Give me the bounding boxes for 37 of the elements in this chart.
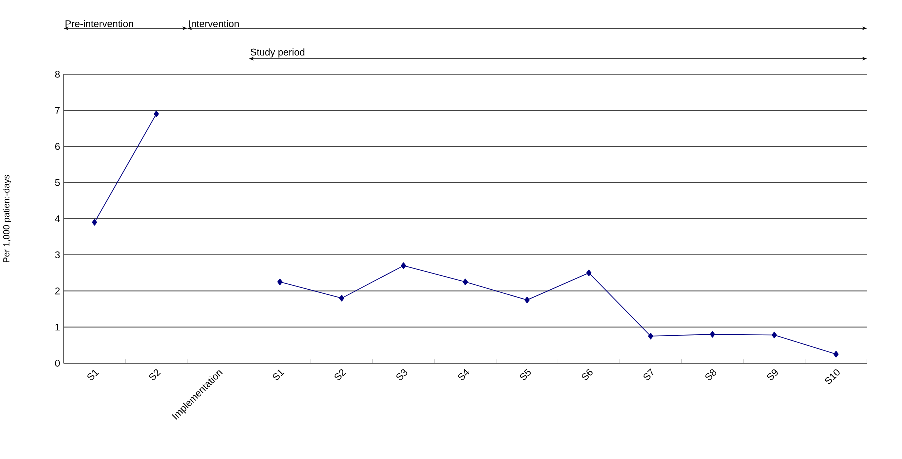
point: [710, 331, 716, 338]
point: [462, 278, 468, 286]
y-tick-label: 3: [55, 251, 60, 258]
text: Study period: [250, 48, 305, 58]
point: [92, 219, 98, 226]
x-tick-label: S2: [334, 369, 346, 380]
text: Intervention: [190, 20, 239, 28]
x-tick-label: S8: [706, 369, 717, 380]
y-tick-label: 6: [55, 143, 60, 150]
y-tick-label: 1: [56, 324, 60, 330]
y-tick-label: 2: [55, 288, 60, 294]
point: [339, 294, 345, 302]
x-tick-label: S6: [582, 369, 593, 380]
y-tick-label: 5: [55, 179, 60, 186]
y-tick-label: 7: [56, 106, 60, 114]
y-tick-label: 8: [55, 70, 60, 78]
y-axis-title: Per 1,000 patien:-days: [3, 174, 12, 262]
x-tick-label: S1: [88, 370, 100, 380]
x-tick-label: S1: [273, 370, 285, 380]
point: [401, 262, 406, 270]
x-tick-label: S7: [644, 368, 654, 380]
point: [772, 332, 778, 338]
y-tick-label: 0: [55, 360, 60, 367]
point: [154, 110, 160, 118]
point: [586, 270, 592, 276]
x-tick-label: S10: [825, 369, 840, 384]
x-tick-label: S2: [149, 369, 162, 380]
x-tick-label: S5: [520, 368, 532, 380]
point: [834, 350, 839, 358]
x-tick-label: S4: [458, 369, 470, 380]
x-tick-label: S9: [767, 369, 778, 380]
point: [524, 296, 530, 304]
point: [278, 278, 283, 286]
y-tick-label: 4: [55, 215, 60, 222]
x-tick-label: S3: [396, 369, 408, 380]
point: [648, 332, 654, 340]
text: Pre-intervention: [66, 20, 134, 28]
